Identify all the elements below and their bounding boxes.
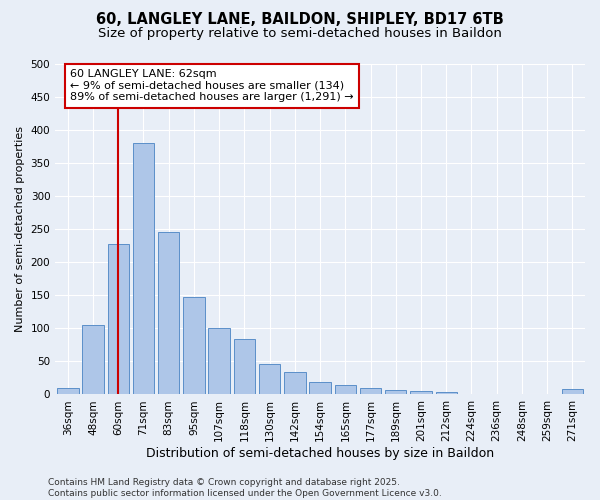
Bar xyxy=(208,328,230,394)
Bar xyxy=(158,232,179,394)
Bar xyxy=(133,144,154,394)
Bar xyxy=(335,385,356,394)
Bar xyxy=(385,390,406,394)
Y-axis label: Number of semi-detached properties: Number of semi-detached properties xyxy=(15,126,25,332)
Bar xyxy=(360,388,381,394)
X-axis label: Distribution of semi-detached houses by size in Baildon: Distribution of semi-detached houses by … xyxy=(146,447,494,460)
Bar xyxy=(310,382,331,394)
Bar xyxy=(562,389,583,394)
Bar xyxy=(436,392,457,394)
Bar xyxy=(410,391,432,394)
Text: Contains HM Land Registry data © Crown copyright and database right 2025.
Contai: Contains HM Land Registry data © Crown c… xyxy=(48,478,442,498)
Bar xyxy=(233,339,255,394)
Bar xyxy=(107,244,129,394)
Text: Size of property relative to semi-detached houses in Baildon: Size of property relative to semi-detach… xyxy=(98,28,502,40)
Bar xyxy=(82,325,104,394)
Bar xyxy=(57,388,79,394)
Bar xyxy=(183,298,205,394)
Bar xyxy=(284,372,305,394)
Text: 60 LANGLEY LANE: 62sqm
← 9% of semi-detached houses are smaller (134)
89% of sem: 60 LANGLEY LANE: 62sqm ← 9% of semi-deta… xyxy=(70,70,354,102)
Text: 60, LANGLEY LANE, BAILDON, SHIPLEY, BD17 6TB: 60, LANGLEY LANE, BAILDON, SHIPLEY, BD17… xyxy=(96,12,504,28)
Bar xyxy=(259,364,280,394)
